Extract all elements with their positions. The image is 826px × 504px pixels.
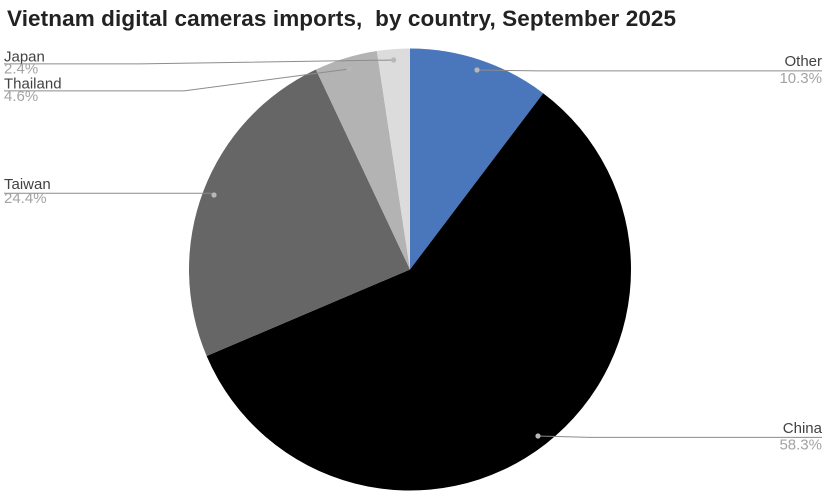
svg-text:4.6%: 4.6% [4,88,38,105]
svg-text:China: China [783,420,823,437]
svg-text:58.3%: 58.3% [779,437,822,454]
svg-text:10.3%: 10.3% [779,70,822,87]
svg-text:Other: Other [784,53,822,70]
svg-text:24.4%: 24.4% [4,190,47,207]
